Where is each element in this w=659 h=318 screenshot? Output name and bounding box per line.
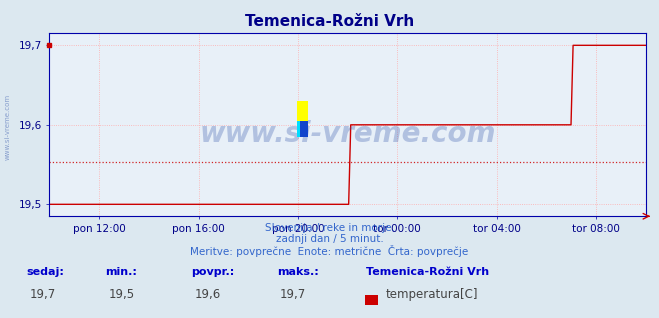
Bar [297, 121, 303, 137]
Text: Slovenija / reke in morje.: Slovenija / reke in morje. [264, 223, 395, 232]
Text: temperatura[C]: temperatura[C] [386, 287, 478, 301]
Text: min.:: min.: [105, 267, 137, 277]
Text: 19,7: 19,7 [30, 287, 56, 301]
Text: 19,7: 19,7 [280, 287, 306, 301]
Text: 19,5: 19,5 [109, 287, 135, 301]
Text: Temenica-Rožni Vrh: Temenica-Rožni Vrh [366, 267, 489, 277]
Text: www.si-vreme.com: www.si-vreme.com [200, 120, 496, 148]
Text: sedaj:: sedaj: [26, 267, 64, 277]
Text: Meritve: povprečne  Enote: metrične  Črta: povprečje: Meritve: povprečne Enote: metrične Črta:… [190, 245, 469, 258]
Text: zadnji dan / 5 minut.: zadnji dan / 5 minut. [275, 234, 384, 244]
Bar [297, 101, 308, 121]
Bar [300, 121, 308, 137]
Text: povpr.:: povpr.: [191, 267, 235, 277]
Text: 19,6: 19,6 [194, 287, 221, 301]
Text: www.si-vreme.com: www.si-vreme.com [5, 94, 11, 160]
Text: Temenica-Rožni Vrh: Temenica-Rožni Vrh [245, 14, 414, 29]
Text: maks.:: maks.: [277, 267, 318, 277]
